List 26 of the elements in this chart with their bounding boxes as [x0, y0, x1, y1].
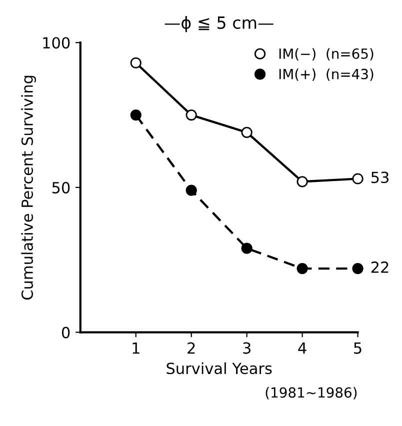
x-tick-label: 2	[188, 342, 195, 354]
chart-title: —ϕ ≦ 5 cm—	[164, 16, 274, 32]
point	[130, 109, 142, 121]
legend-label: IM(+) (n=43)	[279, 68, 374, 81]
x-tick-label: 3	[243, 342, 250, 354]
point	[296, 262, 308, 274]
text: (1981∼1986)	[266, 387, 357, 400]
x-tick-label: 1	[132, 342, 140, 354]
x-axis-title: Survival Years	[166, 362, 272, 374]
x-tick-label: 5	[354, 342, 362, 354]
y-tick-label: 100	[43, 37, 70, 49]
x-tick-label: 4	[298, 342, 306, 354]
y-tick-label: 0	[62, 326, 70, 338]
y-tick-label: 50	[52, 182, 70, 194]
point	[186, 109, 197, 121]
annotation: 53	[371, 172, 388, 184]
point	[186, 184, 197, 196]
point	[130, 57, 142, 68]
point	[352, 173, 364, 184]
point	[241, 242, 252, 254]
y-axis-title: Cumulative Percent Surviving	[21, 76, 36, 300]
point	[296, 176, 308, 188]
point	[352, 262, 364, 274]
annotation: 22	[371, 261, 388, 273]
legend-label: IM(−) (n=65)	[279, 48, 374, 61]
point	[241, 126, 252, 138]
